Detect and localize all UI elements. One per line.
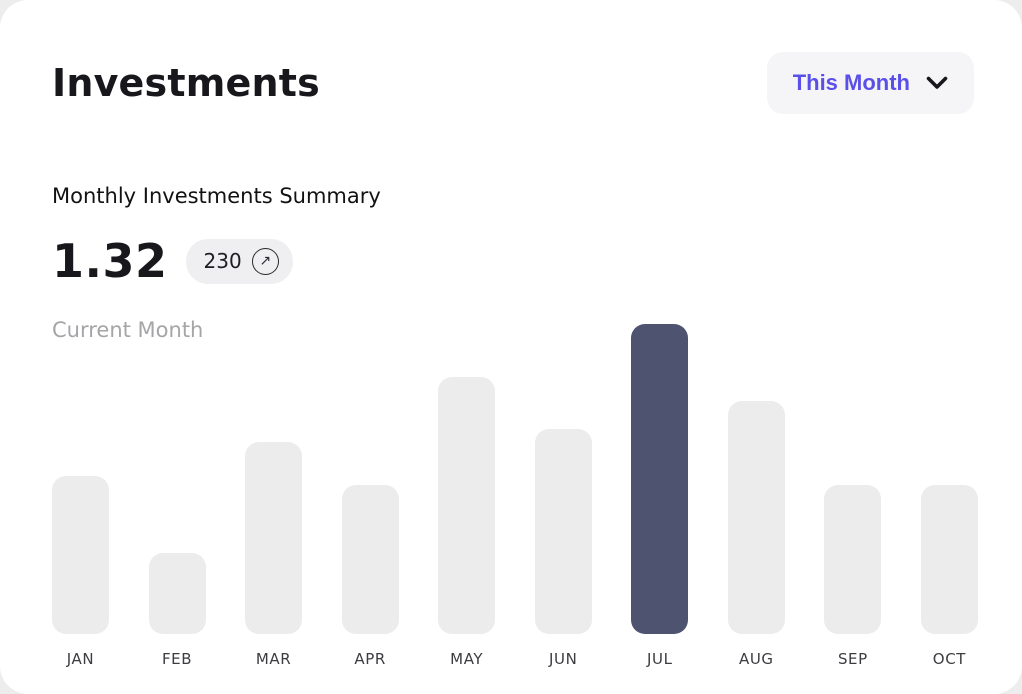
delta-badge[interactable]: 230 ↗ [185,238,293,284]
chevron-down-icon [926,76,948,90]
period-selector-button[interactable]: This Month [766,52,974,114]
bar-sep[interactable] [824,485,882,634]
period-selector-label: This Month [792,70,910,95]
page-title: Investments [52,61,320,105]
bar-jun[interactable] [534,429,592,634]
month-column: JUL [631,324,689,668]
bar-mar[interactable] [245,442,303,634]
bar-jul[interactable] [631,324,689,634]
month-column: MAY [438,377,496,668]
bar-chart: JAN FEB MAR APR MAY JUN JUL AUG SEP OCT [52,324,978,668]
month-column: APR [341,485,399,668]
summary-value-row: 1.32 230 ↗ [52,234,293,288]
bar-oct[interactable] [920,485,978,634]
bar-feb[interactable] [148,553,206,634]
arrow-up-right-icon: ↗ [251,247,279,275]
summary-title: Monthly Investments Summary [52,184,381,208]
delta-value: 230 [203,249,242,273]
bar-apr[interactable] [341,485,399,634]
bar-aug[interactable] [727,401,785,634]
month-label-jul: JUL [647,650,673,668]
bar-may[interactable] [438,377,496,634]
month-label-may: MAY [450,650,484,668]
month-label-mar: MAR [255,650,292,668]
month-column: AUG [727,401,785,668]
current-month-caption: Current Month [52,318,204,342]
month-label-aug: AUG [738,650,774,668]
month-label-sep: SEP [837,650,868,668]
month-column: MAR [245,442,303,668]
month-label-jun: JUN [549,650,578,668]
month-column: SEP [824,485,882,668]
month-label-jan: JAN [66,650,95,668]
month-label-apr: APR [354,650,386,668]
month-column: JUN [534,429,592,668]
summary-value: 1.32 [52,234,168,288]
month-column: OCT [920,485,978,668]
month-label-oct: OCT [932,650,967,668]
bar-jan[interactable] [52,476,109,634]
month-label-feb: FEB [161,650,193,668]
month-column: FEB [148,553,206,668]
card-header: Investments This Month [52,52,974,114]
month-column: JAN [52,476,109,668]
